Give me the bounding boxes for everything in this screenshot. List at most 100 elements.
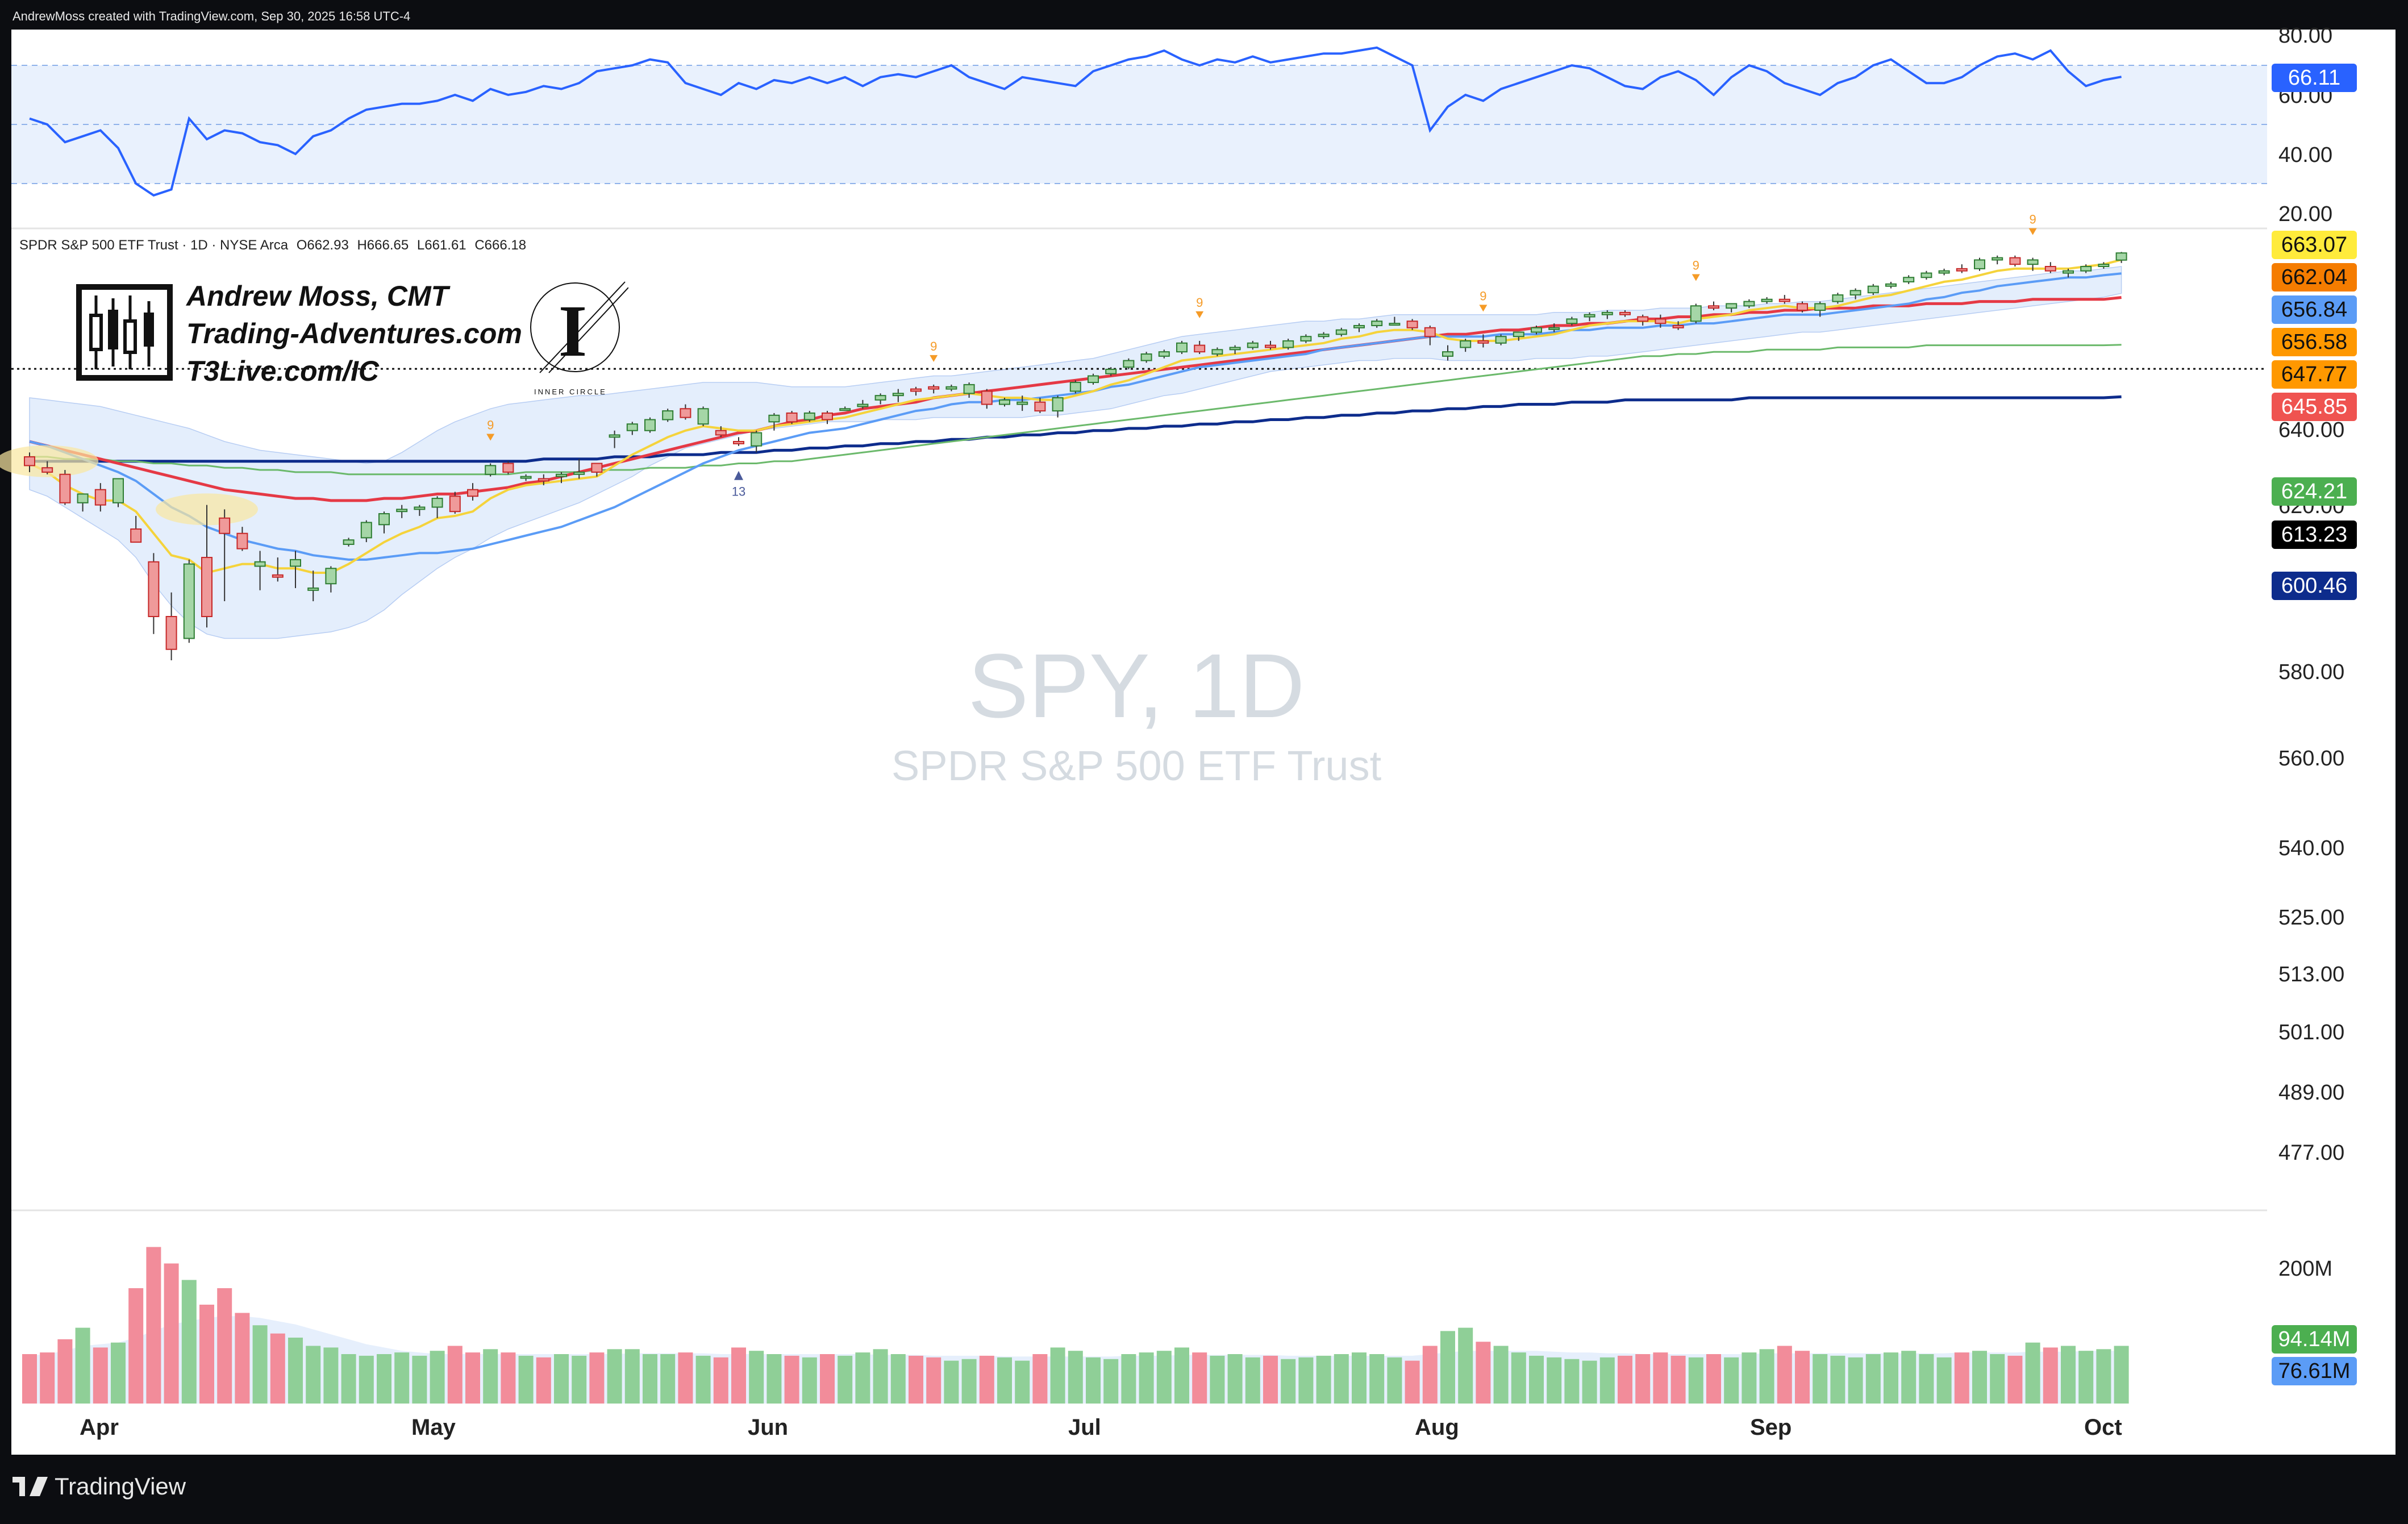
volume-bar [643, 1354, 657, 1404]
brand-name: Andrew Moss, CMT [186, 280, 449, 312]
candle-body [1566, 318, 1578, 324]
candle-body [378, 513, 390, 526]
volume-bar [128, 1288, 144, 1404]
volume-bar [306, 1346, 321, 1404]
volume-bar [1369, 1354, 1385, 1404]
candle-body [644, 419, 656, 431]
candle-body [715, 430, 727, 436]
volume-bar [1848, 1357, 1863, 1404]
x-axis-oct: Oct [2084, 1415, 2122, 1440]
volume-bar [1670, 1355, 1686, 1404]
chart-panel [11, 30, 2395, 1455]
candle [1885, 281, 1897, 289]
candle-body [1158, 351, 1170, 357]
candle-body [680, 408, 691, 418]
volume-bar [270, 1333, 285, 1404]
candle-body [1797, 303, 1808, 311]
tradingview-logo[interactable]: TradingView [13, 1473, 186, 1500]
price-axis-513: 513.00 [2278, 963, 2345, 986]
candle-body [2115, 252, 2127, 261]
inner-circle-caption: INNER CIRCLE [534, 388, 607, 396]
volume-bar [1759, 1349, 1774, 1404]
volume-bar [1653, 1352, 1668, 1404]
candle-body [520, 476, 532, 479]
candle-body [1584, 314, 1595, 318]
candle [59, 470, 71, 505]
candle-body [1282, 340, 1294, 348]
candle [1318, 332, 1330, 339]
candle [573, 459, 585, 479]
legend-open: O662.93 [296, 238, 349, 253]
volume-bar [447, 1346, 463, 1404]
candle [236, 527, 248, 551]
candle-body [467, 489, 478, 497]
volume-bar [181, 1280, 197, 1404]
volume-bar [164, 1263, 179, 1404]
volume-bar [93, 1347, 108, 1404]
sma100-tag: 624.21 [2272, 477, 2357, 506]
volume-bar [2043, 1347, 2058, 1404]
candle [768, 413, 780, 431]
candle [1814, 301, 1826, 317]
volume-bar [518, 1355, 534, 1404]
inner-circle-letter: I [559, 290, 588, 372]
price-axis-560: 560.00 [2278, 747, 2345, 771]
reference-line-tag: 613.23 [2272, 521, 2357, 549]
candle-body [573, 471, 585, 475]
candle [431, 496, 443, 518]
candle-body [414, 506, 426, 510]
candle [857, 399, 869, 409]
volume-bar [607, 1349, 622, 1404]
seq9-label: 9 [1196, 295, 1203, 310]
candle [94, 483, 106, 512]
rsi-axis-80: 80.00 [2278, 24, 2333, 48]
price-axis-640: 640.00 [2278, 418, 2345, 442]
candle-body [130, 528, 142, 543]
candle-body [272, 574, 284, 578]
volume-tag: 94.14M [2272, 1325, 2357, 1354]
candle-body [1637, 316, 1649, 322]
volume-bar [1103, 1359, 1119, 1404]
candle [1229, 345, 1241, 354]
volume-bar [2061, 1346, 2076, 1404]
candle-body [857, 403, 869, 407]
candle [272, 557, 284, 582]
candle [910, 386, 922, 396]
candle [360, 520, 372, 543]
candle [41, 461, 53, 474]
candle-body [1406, 320, 1418, 328]
candle [928, 384, 940, 394]
volume-bar [1529, 1355, 1544, 1404]
candle [999, 398, 1010, 407]
candle-body [1956, 268, 1968, 272]
volume-bar [1564, 1359, 1580, 1404]
candle-body [1778, 298, 1790, 302]
candle-body [1123, 360, 1135, 368]
candle [378, 511, 390, 534]
volume-bar [412, 1355, 427, 1404]
volume-bar [1724, 1357, 1739, 1404]
candle [1778, 295, 1790, 304]
candle-body [1495, 336, 1507, 344]
candle [343, 538, 355, 547]
volume-bar [1511, 1352, 1526, 1404]
candle-body [963, 384, 975, 394]
volume-bar [944, 1360, 959, 1404]
candle [2027, 257, 2039, 271]
candle [963, 382, 975, 398]
symbol-legend-name[interactable]: SPDR S&P 500 ETF Trust · 1D · NYSE Arca [19, 238, 289, 253]
volume-bar [1281, 1359, 1296, 1404]
candle-body [254, 561, 266, 567]
volume-bar [1795, 1351, 1810, 1404]
candle-body [1726, 303, 1738, 309]
sequence-marks: 9 9 9 9 9 9 13 [486, 213, 2037, 499]
seq13-arrow [734, 470, 743, 480]
candle-body [1708, 305, 1719, 309]
volume-bar [394, 1352, 410, 1404]
volume-bar [890, 1354, 906, 1404]
candle [1176, 340, 1188, 354]
volume-bar [1599, 1357, 1615, 1404]
candle [697, 406, 709, 427]
volume-bar [1493, 1346, 1509, 1404]
